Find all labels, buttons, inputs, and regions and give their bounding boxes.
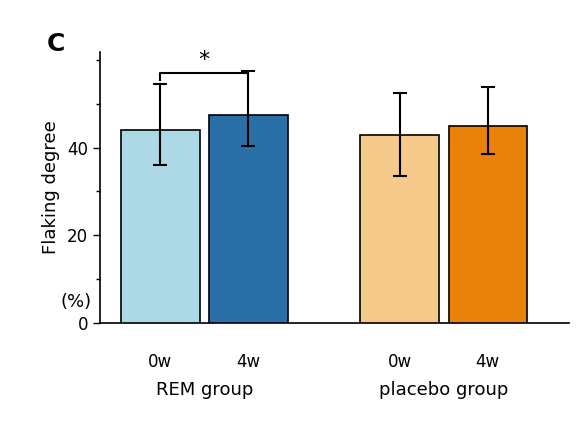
Text: *: *: [199, 50, 210, 70]
Bar: [121, 130, 200, 322]
Bar: [209, 115, 288, 322]
Text: 0w: 0w: [148, 353, 173, 371]
Text: 4w: 4w: [475, 353, 500, 371]
Text: C: C: [47, 32, 65, 56]
Text: (%): (%): [61, 293, 92, 311]
Bar: [360, 135, 439, 322]
Text: placebo group: placebo group: [379, 381, 508, 399]
Y-axis label: Flaking degree: Flaking degree: [42, 120, 60, 254]
Text: 4w: 4w: [237, 353, 261, 371]
Bar: [448, 126, 527, 322]
Text: 0w: 0w: [387, 353, 411, 371]
Text: REM group: REM group: [156, 381, 253, 399]
